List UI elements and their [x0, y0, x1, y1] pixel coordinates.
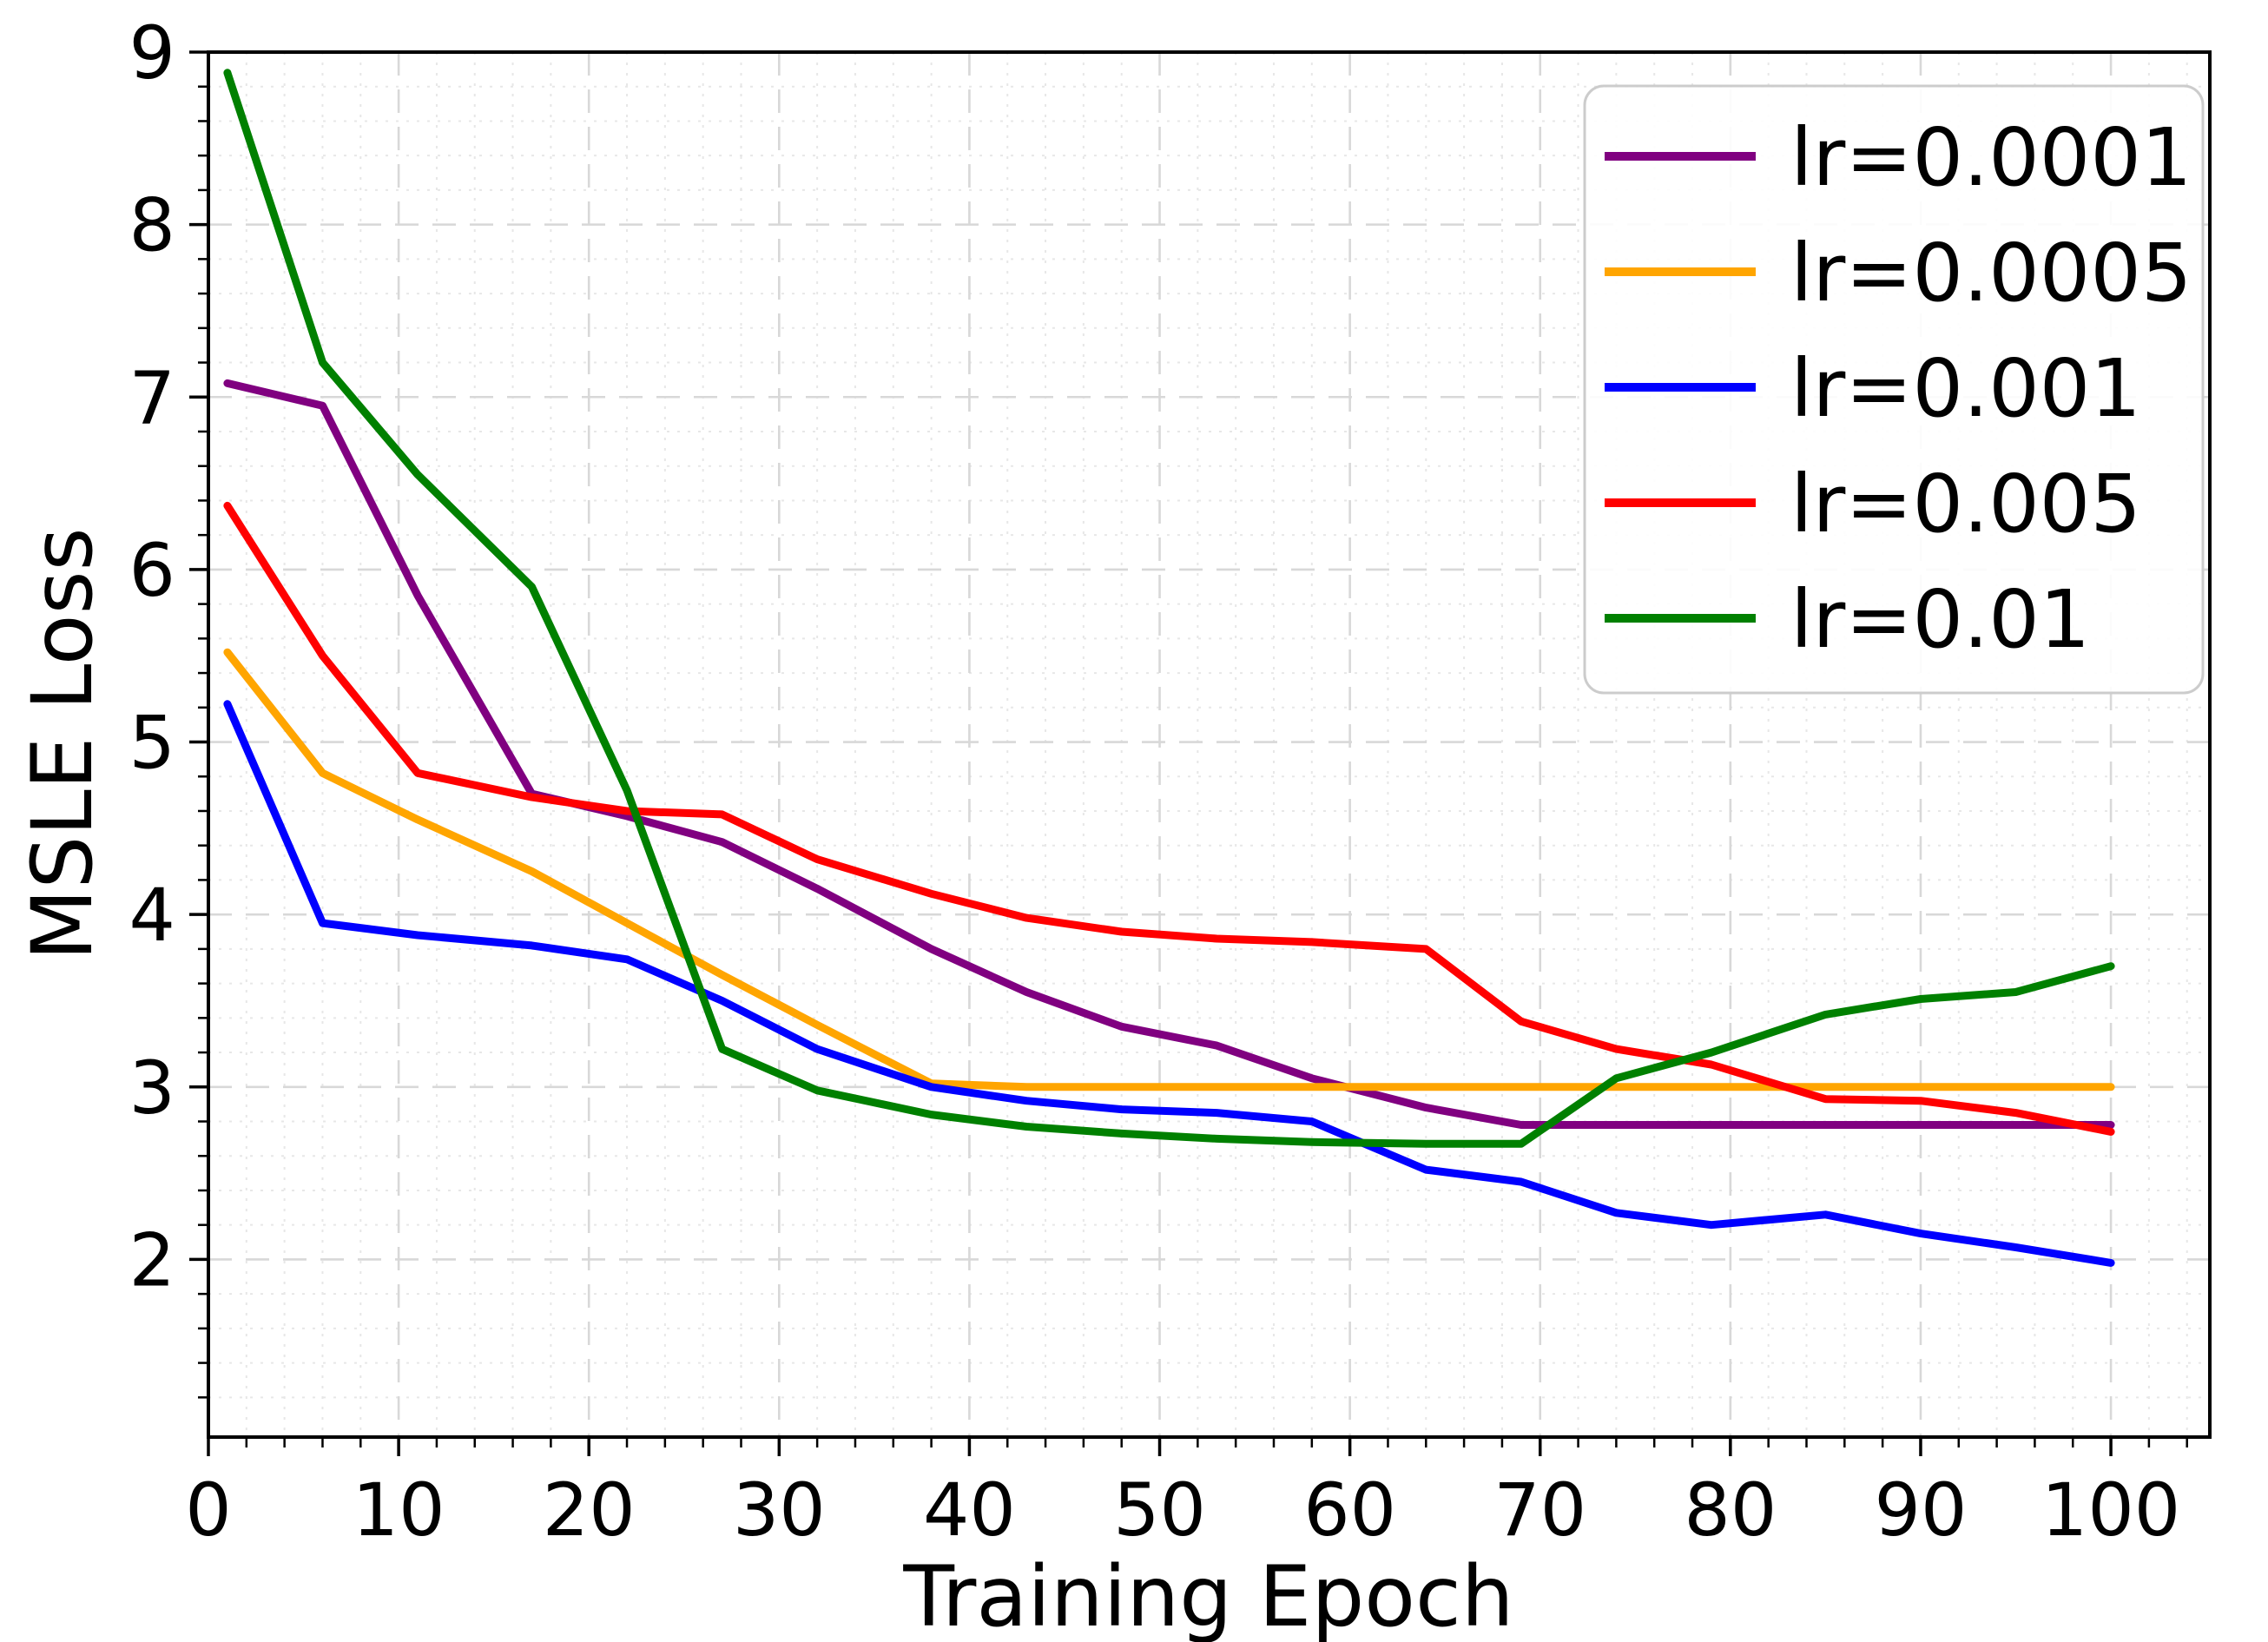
x-tick-label: 60 — [1303, 1467, 1396, 1553]
y-tick-label: 9 — [129, 10, 175, 96]
y-tick-labels: 2 3 4 5 6 7 8 9 — [129, 10, 175, 1302]
series-line-lr-0-001 — [223, 700, 2115, 1267]
x-tick-label: 100 — [2041, 1467, 2180, 1553]
legend-label: lr=0.0001 — [1790, 111, 2192, 204]
legend: lr=0.0001 lr=0.0005 lr=0.001 lr=0.005 lr=0.0… — [1583, 84, 2205, 695]
x-tick-label: 10 — [353, 1467, 445, 1553]
y-axis-label: MSLE Loss — [14, 528, 111, 961]
x-tick-label: 0 — [185, 1467, 231, 1553]
series-line-lr-0-0005 — [223, 648, 2115, 1091]
y-tick-label: 4 — [129, 873, 175, 958]
y-tick-label: 8 — [129, 183, 175, 268]
plot-area — [207, 50, 2212, 1439]
y-tick-label: 6 — [129, 528, 175, 613]
x-tick-label: 70 — [1493, 1467, 1586, 1553]
series-line-lr-0-01 — [223, 69, 2115, 1148]
x-axis-label: Training Epoch — [902, 1548, 1513, 1642]
legend-entry: lr=0.001 — [1605, 342, 2141, 435]
legend-entry: lr=0.0005 — [1605, 227, 2192, 320]
x-tick-label: 40 — [923, 1467, 1016, 1553]
x-tick-label: 30 — [733, 1467, 826, 1553]
series-lines — [223, 69, 2115, 1267]
legend-entry: lr=0.01 — [1605, 573, 2090, 666]
x-tick-label: 80 — [1684, 1467, 1777, 1553]
legend-entry: lr=0.0001 — [1605, 111, 2192, 204]
legend-label: lr=0.005 — [1790, 458, 2141, 551]
x-tick-label: 20 — [543, 1467, 636, 1553]
y-tick-label: 3 — [129, 1045, 175, 1131]
axis-ticks — [189, 50, 2188, 1456]
series-line-lr-0-005 — [223, 501, 2115, 1136]
legend-box — [1583, 84, 2205, 695]
y-tick-label: 5 — [129, 701, 175, 786]
x-tick-label: 90 — [1875, 1467, 1968, 1553]
y-tick-label: 2 — [129, 1217, 175, 1302]
legend-entry: lr=0.005 — [1605, 458, 2141, 551]
y-tick-label: 7 — [129, 355, 175, 440]
legend-label: lr=0.0005 — [1790, 227, 2192, 320]
x-tick-labels: 0 10 20 30 40 50 60 70 80 90 100 — [185, 1467, 2180, 1553]
x-tick-label: 50 — [1113, 1467, 1206, 1553]
legend-label: lr=0.01 — [1790, 573, 2090, 666]
legend-label: lr=0.001 — [1790, 342, 2141, 435]
